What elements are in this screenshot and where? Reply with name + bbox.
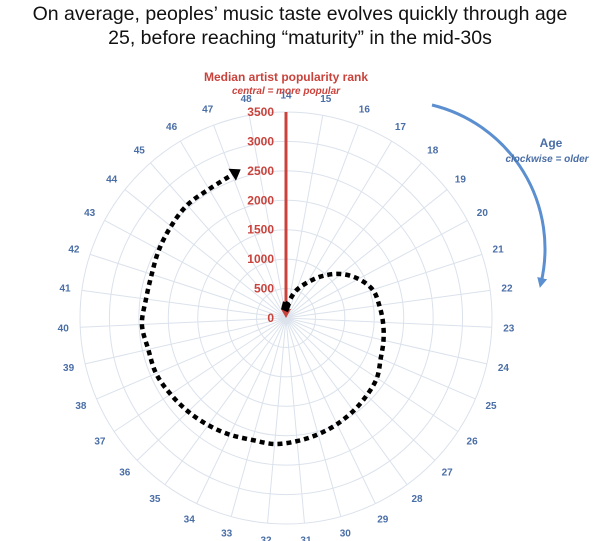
age-tick-45: 45 <box>134 146 146 157</box>
grid-spoke-45 <box>150 162 287 319</box>
grid-spoke-36 <box>136 317 287 461</box>
age-tick-16: 16 <box>359 105 371 116</box>
age-tick-42: 42 <box>68 245 80 256</box>
age-tick-15: 15 <box>320 94 332 105</box>
grid-spoke-37 <box>113 317 287 432</box>
grid-spoke-48 <box>248 115 287 319</box>
rank-tick-labels: 0 500 1000 1500 2000 2500 3000 3500 <box>247 105 274 325</box>
age-tick-23: 23 <box>503 324 515 335</box>
grid-spoke-19 <box>285 189 448 319</box>
grid-spoke-46 <box>179 140 287 319</box>
age-tick-22: 22 <box>501 284 513 295</box>
grid-spoke-22 <box>285 289 491 319</box>
chart-title-line-1: On average, peoples’ music taste evolves… <box>32 3 568 25</box>
series-end-arrowhead <box>228 168 241 181</box>
age-tick-34: 34 <box>184 514 196 525</box>
age-direction-arrow <box>431 103 548 288</box>
grid-spoke-15 <box>285 115 324 319</box>
age-tick-17: 17 <box>395 122 407 133</box>
age-tick-29: 29 <box>377 514 389 525</box>
rank-tick-1500: 1500 <box>247 223 274 237</box>
age-tick-31: 31 <box>300 536 312 541</box>
age-tick-37: 37 <box>94 436 106 447</box>
grid-spoke-35 <box>164 317 287 485</box>
grid-spoke-27 <box>285 317 436 461</box>
grid-spoke-24 <box>285 317 487 365</box>
grid-spoke-32 <box>267 317 287 524</box>
grid-spoke-20 <box>285 219 468 319</box>
grid-spoke-21 <box>285 253 483 319</box>
age-tick-20: 20 <box>477 208 489 219</box>
rank-axis-subtitle: central = more popular <box>232 86 341 97</box>
rank-tick-3500: 3500 <box>247 105 274 119</box>
age-tick-28: 28 <box>412 494 424 505</box>
grid-spoke-34 <box>196 317 287 504</box>
age-tick-19: 19 <box>455 174 467 185</box>
rank-axis-title: Median artist popularity rank <box>204 70 368 84</box>
age-tick-25: 25 <box>485 401 497 412</box>
grid-spoke-16 <box>285 124 359 319</box>
grid-spoke-30 <box>285 317 342 517</box>
grid-spoke-40 <box>80 317 287 328</box>
age-axis-subtitle: clockwise = older <box>505 154 589 165</box>
grid-spoke-33 <box>230 317 287 517</box>
grid-spoke-28 <box>285 317 408 485</box>
age-axis-title: Age <box>540 136 563 150</box>
age-tick-21: 21 <box>493 245 505 256</box>
chart-title: On average, peoples’ music taste evolves… <box>0 2 600 50</box>
age-tick-14: 14 <box>280 91 292 102</box>
rank-tick-2500: 2500 <box>247 164 274 178</box>
rank-tick-3000: 3000 <box>247 134 274 148</box>
grid-spoke-44 <box>124 189 287 319</box>
age-tick-39: 39 <box>63 363 75 374</box>
grid-spoke-31 <box>285 317 305 524</box>
age-tick-24: 24 <box>498 363 510 374</box>
grid-spoke-42 <box>89 253 287 319</box>
age-tick-47: 47 <box>202 105 214 116</box>
age-tick-35: 35 <box>149 494 161 505</box>
grid-spoke-47 <box>213 124 287 319</box>
grid-spoke-23 <box>285 317 492 328</box>
age-tick-27: 27 <box>442 468 454 479</box>
grid-spoke-18 <box>285 162 422 319</box>
grid-spoke-39 <box>85 317 287 365</box>
age-tick-30: 30 <box>340 528 352 539</box>
grid-spoke-43 <box>104 219 287 319</box>
grid-spoke-17 <box>285 140 393 319</box>
age-tick-46: 46 <box>166 122 178 133</box>
age-tick-44: 44 <box>106 174 118 185</box>
age-tick-32: 32 <box>260 536 272 541</box>
grid-spoke-29 <box>285 317 376 504</box>
rank-tick-1000: 1000 <box>247 252 274 266</box>
rank-tick-500: 500 <box>254 282 274 296</box>
age-tick-48: 48 <box>241 94 253 105</box>
age-tick-41: 41 <box>59 284 71 295</box>
grid-spoke-38 <box>96 317 287 400</box>
chart-title-line-2: 25, before reaching “maturity” in the mi… <box>108 27 492 49</box>
series-start-marker <box>281 301 291 313</box>
rank-tick-2000: 2000 <box>247 193 274 207</box>
series-line-median-rank <box>139 172 386 447</box>
rank-axis-arrowhead <box>281 309 291 318</box>
age-tick-18: 18 <box>427 146 439 157</box>
grid-spoke-26 <box>285 317 459 432</box>
age-tick-33: 33 <box>221 528 233 539</box>
rank-tick-0: 0 <box>267 311 274 325</box>
age-tick-38: 38 <box>75 401 87 412</box>
age-tick-40: 40 <box>58 324 70 335</box>
grid-spoke-41 <box>81 289 287 319</box>
age-tick-26: 26 <box>467 436 479 447</box>
age-tick-43: 43 <box>84 208 96 219</box>
age-tick-labels: 14 15 16 17 18 19 20 21 22 23 24 25 26 27 28 29 30 31 32 33… <box>58 91 515 541</box>
age-tick-36: 36 <box>119 468 131 479</box>
